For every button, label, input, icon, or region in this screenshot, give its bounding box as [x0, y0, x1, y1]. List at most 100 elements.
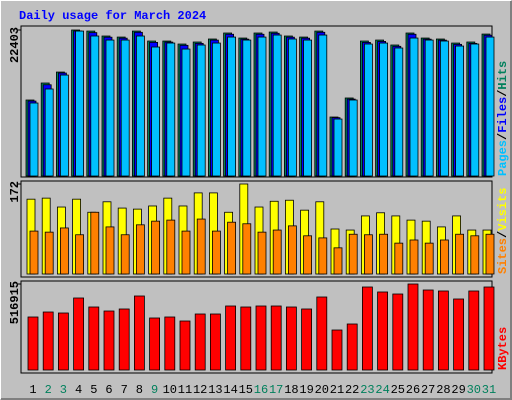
panel-frame [20, 180, 493, 278]
bar [287, 38, 297, 177]
bar [42, 311, 54, 371]
bar [29, 102, 39, 177]
bar [409, 239, 419, 275]
bar [103, 310, 115, 371]
bar [348, 99, 358, 177]
x-tick-label: 25 [391, 383, 405, 397]
bar [485, 36, 495, 177]
bar [394, 47, 404, 177]
bar [120, 39, 130, 177]
bar [227, 221, 237, 275]
x-tick-label: 17 [269, 383, 283, 397]
bar [242, 39, 252, 177]
bar [181, 230, 191, 275]
bar [151, 46, 161, 177]
legend-entry: KBytes [496, 327, 510, 370]
legend-separator: / [496, 133, 510, 140]
legend-entry: Files [496, 97, 510, 133]
x-tick-label: 10 [163, 383, 177, 397]
legend-entry: Pages [496, 140, 510, 176]
bar [257, 231, 267, 275]
bar [166, 42, 176, 177]
legend-entry: Visits [496, 188, 510, 231]
x-tick-label: 22 [345, 383, 359, 397]
legend: KBytes [496, 327, 510, 370]
bar [318, 237, 328, 275]
bar [44, 231, 54, 275]
bar [135, 35, 145, 177]
x-tick-label: 28 [436, 383, 450, 397]
bar [196, 44, 206, 177]
bar [60, 74, 69, 177]
x-tick-label: 20 [315, 383, 329, 397]
bar [394, 242, 404, 275]
x-tick-label: 21 [330, 383, 344, 397]
bar [166, 219, 176, 275]
bar [194, 313, 206, 371]
legend: Sites/Visits [496, 188, 510, 274]
bar [407, 283, 419, 371]
bar [470, 235, 480, 275]
bar [75, 234, 84, 275]
bar [379, 233, 389, 275]
bar [363, 234, 373, 275]
bar [240, 306, 252, 371]
bar [27, 316, 39, 371]
x-tick-label: 8 [136, 383, 143, 397]
bar [209, 313, 221, 371]
bar [255, 305, 267, 371]
bar [270, 305, 282, 371]
bar [60, 227, 69, 275]
bar [455, 233, 465, 275]
legend-entry: Hits [496, 61, 510, 90]
bar [377, 291, 389, 371]
bar [303, 235, 313, 275]
bar [211, 42, 221, 177]
bar [301, 308, 313, 371]
x-tick-label: 13 [208, 383, 222, 397]
bar [44, 88, 54, 177]
x-tick-label: 29 [451, 383, 465, 397]
x-tick-label: 18 [284, 383, 298, 397]
bar [363, 43, 373, 177]
bar [331, 329, 343, 371]
bar [29, 230, 39, 275]
x-tick-label: 7 [121, 383, 128, 397]
legend-separator: / [496, 90, 510, 97]
bar [439, 239, 449, 275]
legend-separator: / [496, 231, 510, 238]
x-tick-label: 5 [90, 383, 97, 397]
bar [483, 286, 495, 371]
x-tick-label: 19 [299, 383, 313, 397]
bar [272, 229, 282, 275]
bar [316, 296, 328, 371]
bar [272, 34, 282, 177]
bar [211, 230, 221, 275]
y-tick-label: 516915 [8, 281, 22, 324]
x-tick-label: 14 [223, 383, 237, 397]
bar [468, 290, 480, 371]
bar [424, 39, 434, 177]
x-tick-label: 3 [60, 383, 67, 397]
bar [455, 45, 465, 177]
x-tick-label: 31 [482, 383, 496, 397]
x-tick-label: 30 [467, 383, 481, 397]
bar [227, 36, 237, 177]
x-tick-label: 15 [239, 383, 253, 397]
bar [392, 293, 404, 371]
bar [73, 297, 84, 371]
bar [135, 224, 145, 275]
bar [151, 220, 161, 275]
bar [361, 286, 373, 371]
x-tick-label: 1 [29, 383, 36, 397]
bar [196, 218, 206, 275]
bar [318, 34, 328, 177]
x-tick-label: 2 [45, 383, 52, 397]
bar [58, 312, 69, 371]
bar [257, 36, 267, 177]
bar [453, 298, 465, 371]
bar [333, 247, 343, 275]
legend: Pages/Files/Hits [496, 61, 510, 176]
